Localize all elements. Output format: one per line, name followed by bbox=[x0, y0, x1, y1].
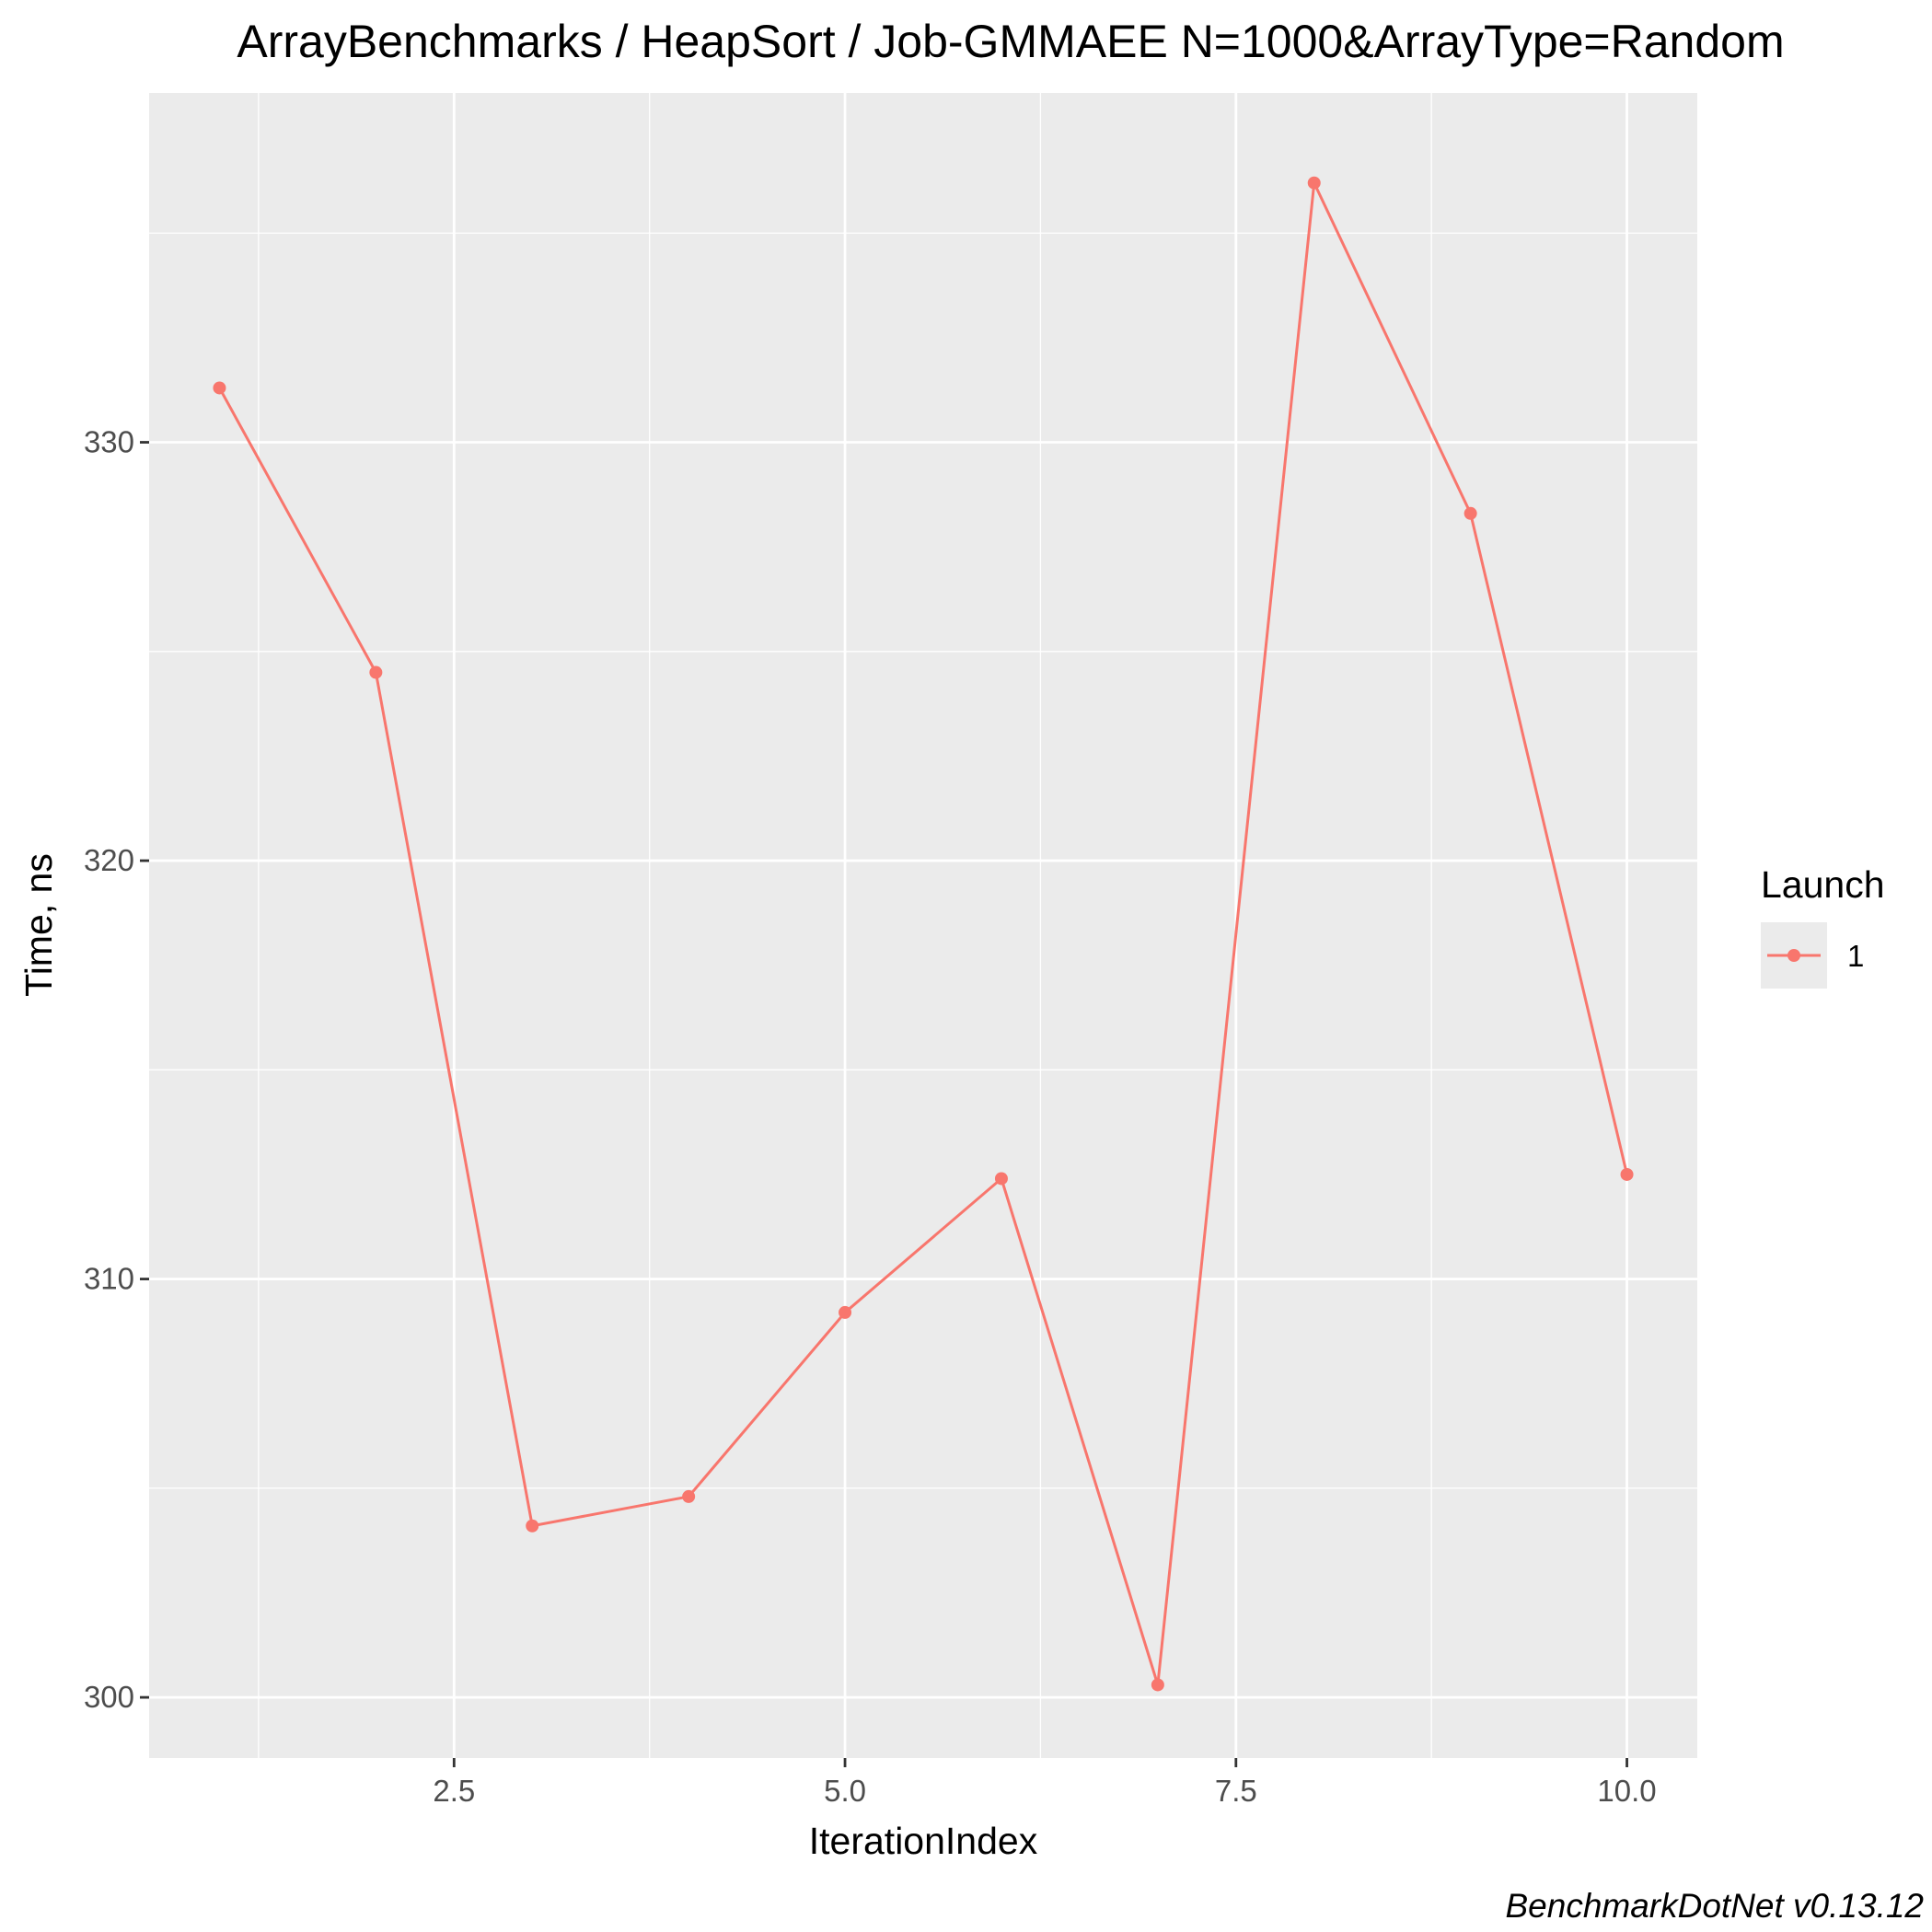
data-point bbox=[369, 665, 383, 679]
data-point bbox=[839, 1305, 852, 1319]
y-tick-label: 300 bbox=[84, 1680, 134, 1714]
data-point bbox=[994, 1172, 1008, 1186]
data-point bbox=[213, 381, 226, 395]
x-tick-label: 10.0 bbox=[1597, 1774, 1656, 1808]
major-grid bbox=[149, 93, 1697, 1758]
legend-label-series-1: 1 bbox=[1847, 939, 1864, 973]
y-tick-label: 330 bbox=[84, 425, 134, 459]
data-point bbox=[526, 1519, 539, 1533]
data-point bbox=[1307, 176, 1321, 190]
x-tick-label: 7.5 bbox=[1215, 1774, 1257, 1808]
data-point bbox=[682, 1489, 696, 1503]
data-point bbox=[1151, 1678, 1164, 1692]
chart-title: ArrayBenchmarks / HeapSort / Job-GMMAEE … bbox=[237, 16, 1784, 67]
x-axis-ticks: 2.5 5.0 7.5 10.0 bbox=[433, 1758, 1657, 1808]
minor-grid bbox=[149, 93, 1697, 1758]
y-tick-label: 320 bbox=[84, 843, 134, 877]
y-axis-title: Time, ns bbox=[17, 853, 60, 997]
series-layer bbox=[213, 176, 1634, 1692]
y-axis-ticks: 300 310 320 330 bbox=[84, 425, 149, 1714]
x-tick-label: 2.5 bbox=[433, 1774, 475, 1808]
y-tick-label: 310 bbox=[84, 1262, 134, 1296]
legend-key-marker bbox=[1787, 949, 1800, 962]
data-point bbox=[1620, 1167, 1634, 1181]
caption: BenchmarkDotNet v0.13.12 bbox=[1505, 1887, 1924, 1925]
legend-title: Launch bbox=[1761, 863, 1885, 906]
x-tick-label: 5.0 bbox=[824, 1774, 866, 1808]
x-axis-title: IterationIndex bbox=[809, 1820, 1038, 1862]
legend: Launch 1 bbox=[1761, 863, 1885, 989]
data-point bbox=[1463, 506, 1477, 520]
series-line-1 bbox=[218, 181, 1629, 1686]
plot-panel bbox=[149, 93, 1697, 1758]
